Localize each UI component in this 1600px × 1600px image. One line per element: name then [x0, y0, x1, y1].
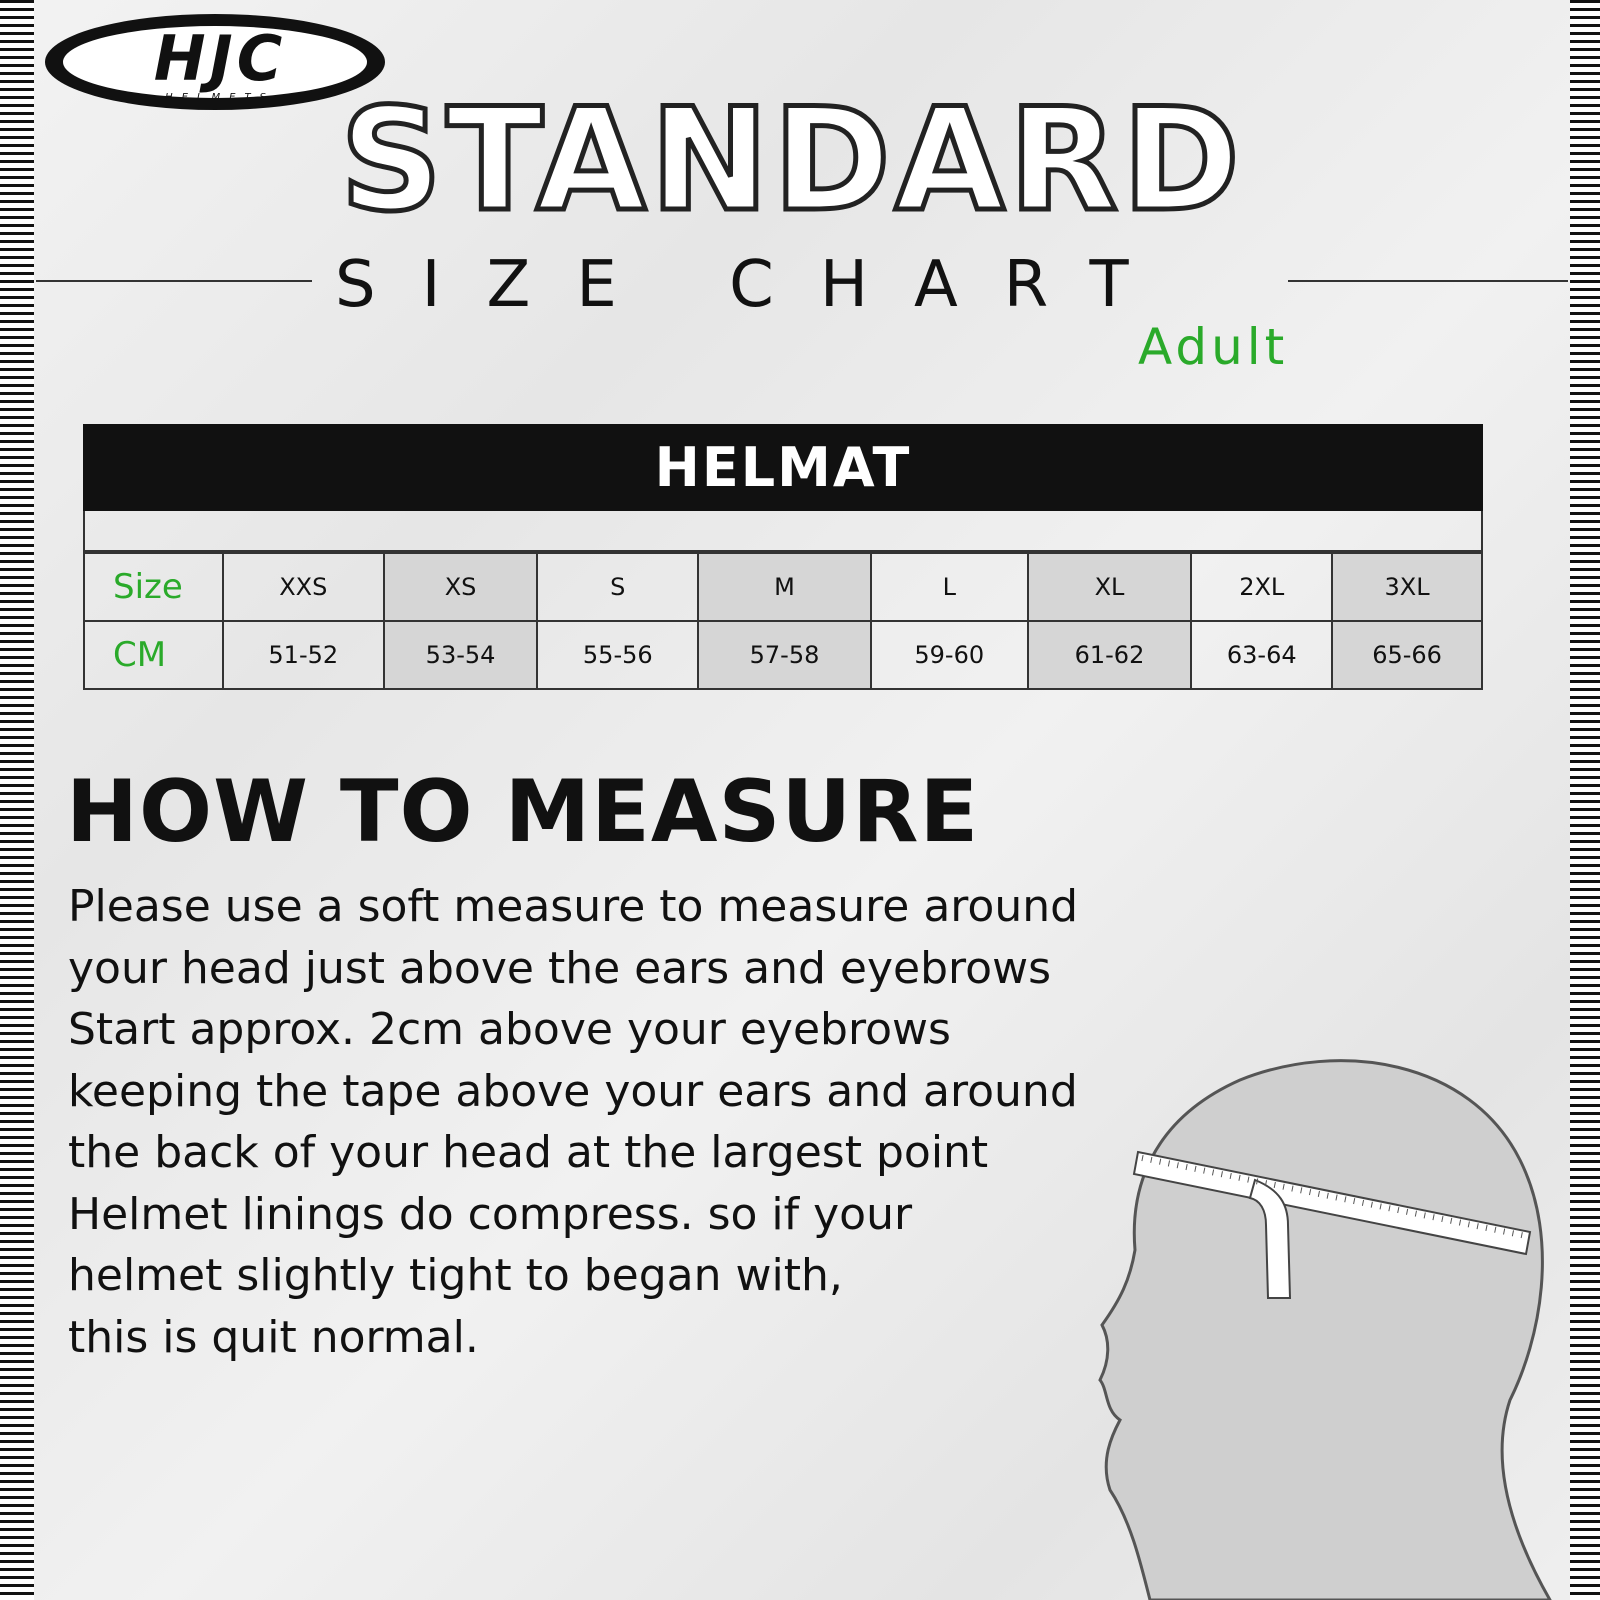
instruction-line: the back of your head at the largest poi…: [68, 1127, 989, 1178]
subtitle: SIZE CHART: [335, 248, 1175, 322]
divider-right: [1288, 280, 1568, 282]
svg-text:HJC: HJC: [154, 22, 286, 95]
size-row: Size XXS XS S M L XL 2XL 3XL: [83, 552, 1483, 622]
size-cell: XL: [1026, 552, 1193, 622]
instruction-line: your head just above the ears and eyebro…: [68, 942, 1051, 994]
hjc-logo: HJC HELMETS: [45, 14, 385, 110]
cm-cell: 57-58: [697, 620, 872, 690]
divider-left: [36, 280, 312, 282]
table-blank-row: [83, 511, 1483, 552]
ruler-left: [0, 0, 34, 1600]
measure-heading: HOW TO MEASURE: [66, 762, 980, 862]
audience-label: Adult: [1138, 318, 1289, 376]
instruction-line: this is quit normal.: [68, 1311, 479, 1363]
measure-instructions: Please use a soft measure to measure aro…: [68, 876, 1198, 1368]
svg-text:HELMETS: HELMETS: [165, 92, 275, 103]
instruction-line: keeping the tape above your ears and aro…: [68, 1065, 1078, 1117]
row-label-cm: CM: [83, 620, 224, 690]
size-cell: L: [869, 552, 1029, 622]
cm-cell: 63-64: [1190, 620, 1334, 690]
ruler-right: [1570, 0, 1600, 1600]
size-cell: XXS: [221, 552, 385, 622]
size-cell: M: [697, 552, 872, 622]
size-table: Size XXS XS S M L XL 2XL 3XL CM 51-52 53-54 55-56 57…: [83, 552, 1483, 690]
cm-cell: 59-60: [869, 620, 1029, 690]
cm-cell: 51-52: [221, 620, 385, 690]
cm-cell: 53-54: [382, 620, 539, 690]
size-cell: 2XL: [1190, 552, 1334, 622]
instruction-line: helmet slightly tight to began with,: [68, 1250, 843, 1301]
cm-row: CM 51-52 53-54 55-56 57-58 59-60 61-62 63-64 65-…: [83, 620, 1483, 690]
size-cell: XS: [382, 552, 539, 622]
instruction-line: Start approx. 2cm above your eyebrows: [68, 1004, 951, 1055]
cm-cell: 65-66: [1331, 620, 1483, 690]
instruction-line: Helmet linings do compress. so if your: [68, 1188, 913, 1240]
cm-cell: 55-56: [536, 620, 700, 690]
instruction-line: Please use a soft measure to measure aro…: [68, 881, 1079, 932]
table-header: HELMAT: [83, 424, 1483, 511]
head-measure-illustration: [1098, 1059, 1552, 1600]
page-title: STANDARD: [338, 76, 1244, 246]
cm-cell: 61-62: [1026, 620, 1193, 690]
size-cell: 3XL: [1331, 552, 1483, 622]
row-label-size: Size: [83, 552, 224, 622]
size-cell: S: [536, 552, 700, 622]
